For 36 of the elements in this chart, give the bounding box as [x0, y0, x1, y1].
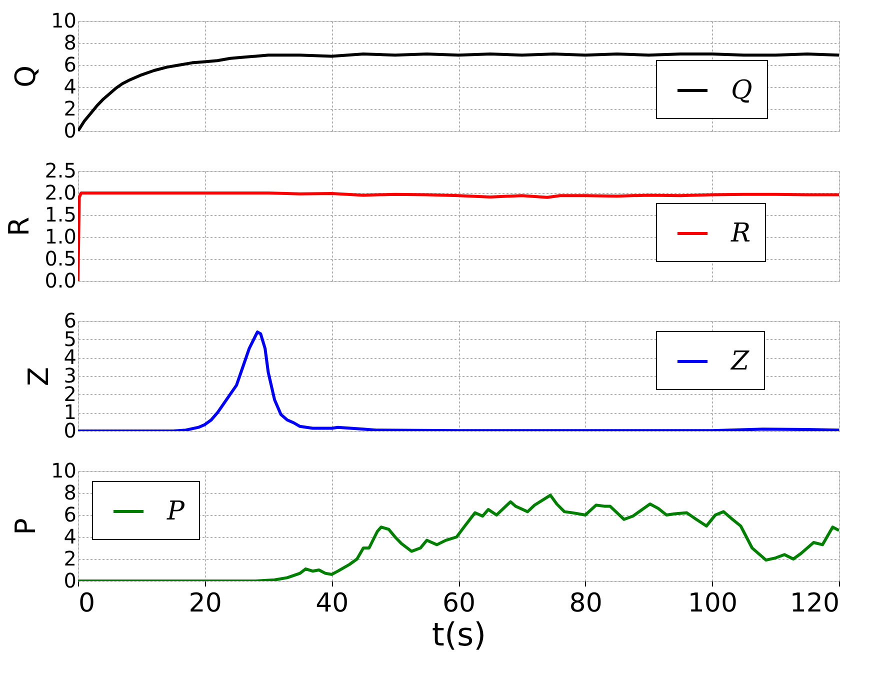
y-tick-label: 6 [64, 52, 76, 76]
legend-label: Z [730, 346, 750, 376]
y-tick-label: 6 [64, 308, 76, 332]
x-tick-label: 80 [569, 588, 602, 618]
y-tick-label: 0 [64, 418, 76, 442]
x-tick-label: 120 [790, 588, 840, 618]
legend-label: P [166, 496, 185, 526]
x-tick-label: 40 [316, 588, 349, 618]
y-tick-label: 0 [64, 568, 76, 592]
y-tick-label: 1.0 [44, 224, 76, 248]
y-tick-label: 6 [64, 502, 76, 526]
y-axis-title: Z [22, 366, 55, 386]
legend-label: Q [731, 76, 752, 106]
x-tick-label: 60 [442, 588, 476, 618]
y-tick-label: 8 [64, 30, 76, 54]
y-axis-title: P [9, 518, 42, 535]
y-axis-title: Q [9, 65, 42, 88]
y-tick-label: 1.5 [44, 202, 76, 226]
y-tick-label: 2.0 [44, 180, 76, 204]
y-tick-label: 0.0 [44, 268, 76, 292]
x-tick-label: 20 [188, 588, 222, 618]
y-tick-label: 2 [64, 96, 76, 120]
y-tick-label: 2.5 [44, 158, 76, 182]
y-tick-label: 8 [64, 480, 76, 504]
y-tick-label: 2 [64, 546, 76, 570]
y-tick-label: 0.5 [44, 246, 76, 270]
x-axis-title: t(s) [432, 616, 486, 654]
y-tick-label: 3 [64, 364, 76, 388]
y-axis-title: R [2, 216, 36, 236]
y-tick-label: 10 [51, 8, 76, 32]
y-tick-label: 4 [64, 74, 76, 98]
x-tick-label: 100 [688, 588, 738, 618]
y-tick-label: 10 [51, 458, 76, 482]
y-tick-label: 0 [64, 118, 76, 142]
y-tick-label: 4 [64, 524, 76, 548]
legend-label: R [730, 218, 751, 248]
